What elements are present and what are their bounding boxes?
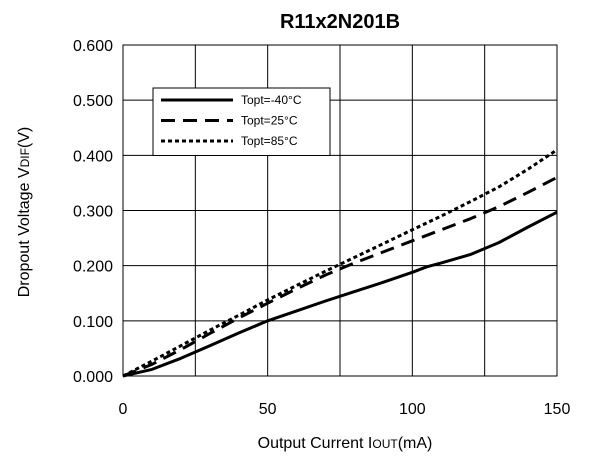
- data-series: [122, 148, 558, 378]
- grid-lines: [123, 45, 557, 376]
- y-tick-label: 0.000: [73, 369, 113, 386]
- y-tick-labels: 0.000 0.100 0.200 0.300 0.400 0.500 0.600: [73, 38, 113, 386]
- y-axis-label: Dropout Voltage VDIF(V): [16, 127, 33, 298]
- y-axis-label-sub: DIF: [18, 148, 32, 167]
- x-axis-label-sub: OUT: [372, 437, 398, 451]
- series-line-1: [122, 210, 558, 378]
- y-tick-label: 0.400: [73, 148, 113, 165]
- x-tick-labels: 0 50 100 150: [119, 401, 571, 418]
- y-tick-label: 0.300: [73, 204, 113, 221]
- legend-label: Topt=25°C: [241, 114, 298, 128]
- y-tick-label: 0.200: [73, 259, 113, 276]
- x-tick-label: 0: [119, 401, 128, 418]
- x-tick-label: 150: [544, 401, 571, 418]
- y-tick-label: 0.600: [73, 38, 113, 55]
- y-tick-label: 0.100: [73, 314, 113, 331]
- legend: Topt=-40°C Topt=25°C Topt=85°C: [152, 87, 331, 156]
- x-tick-label: 100: [399, 401, 426, 418]
- legend-label: Topt=85°C: [241, 134, 298, 148]
- series-line-2: [122, 176, 558, 378]
- x-axis-label-main: Output Current I: [258, 435, 373, 452]
- legend-label: Topt=-40°C: [241, 93, 302, 107]
- y-tick-label: 0.500: [73, 93, 113, 110]
- chart-title: R11x2N201B: [280, 11, 400, 33]
- x-axis-label-unit: (mA): [398, 435, 433, 452]
- x-axis-label: Output Current IOUT(mA): [258, 435, 433, 452]
- y-axis-label-unit: (V): [16, 127, 33, 148]
- y-axis-label-main: Dropout Voltage V: [16, 167, 33, 297]
- x-tick-label: 50: [259, 401, 277, 418]
- plot-area: Topt=-40°C Topt=25°C Topt=85°C: [122, 44, 558, 378]
